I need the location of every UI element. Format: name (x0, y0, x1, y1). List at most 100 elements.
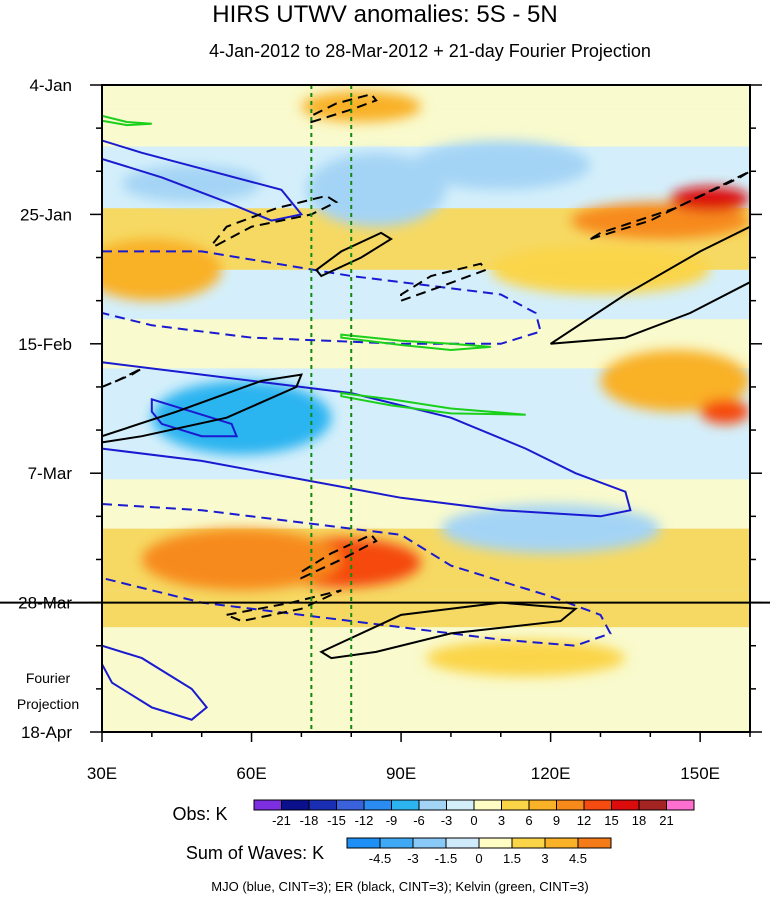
obs-colorbar-swatch (336, 799, 365, 811)
er-contour-8 (314, 231, 394, 278)
er-contour-7 (209, 194, 339, 247)
projection-label-line1: Fourier (26, 670, 71, 686)
obs-colorbar-swatch (666, 799, 695, 811)
mjo-contour-1 (102, 250, 542, 345)
y-tick-label: 7-Mar (28, 464, 73, 483)
field-band-10 (102, 590, 750, 628)
mjo-contour-2 (102, 361, 632, 518)
obs-colorbar-swatch (391, 799, 420, 811)
mjo-contour-3 (150, 397, 239, 438)
er-contour-15 (223, 589, 342, 623)
obs-colorbar-level-label: -15 (327, 813, 346, 828)
chart-subtitle: 4-Jan-2012 to 28-Mar-2012 + 21-day Fouri… (209, 41, 651, 61)
waves-colorbar-swatch (412, 837, 447, 849)
obs-colorbar-level-label: -21 (272, 813, 291, 828)
field-blob-11 (306, 152, 446, 227)
reference-longitudes (310, 85, 353, 732)
er-contour-16 (319, 601, 579, 660)
x-axis: 30E 60E 90E 120E 150E (87, 732, 751, 783)
x-tick-label: 150E (680, 764, 720, 783)
field-blob-13 (151, 380, 332, 455)
er-contour-12 (102, 373, 303, 444)
y-tick-label: 15-Feb (18, 335, 72, 354)
obs-colorbar-swatch (308, 799, 337, 811)
obs-colorbar-label: Obs: K (172, 804, 227, 824)
obs-colorbar-level-label: -12 (355, 813, 374, 828)
obs-colorbar-swatch (281, 799, 310, 811)
waves-colorbar-level-label: 0 (475, 851, 482, 866)
plot-frame (101, 84, 751, 733)
waves-colorbar-level-label: -4.5 (369, 851, 391, 866)
field-blob-7 (700, 399, 750, 424)
field-blob-10 (426, 639, 626, 677)
anomaly-field (102, 85, 750, 732)
waves-colorbar-label: Sum of Waves: K (186, 843, 324, 863)
field-blob-1 (102, 239, 222, 301)
er-contour-10 (589, 170, 750, 240)
mjo-contour-5 (102, 644, 209, 721)
waves-colorbar-swatch (445, 837, 480, 849)
mjo-contour-0 (102, 139, 304, 222)
field-blobs (102, 91, 750, 677)
waves-colorbar-level-label: 4.5 (569, 851, 587, 866)
field-band-0 (102, 85, 750, 110)
kelvin-contour-19 (340, 391, 526, 416)
obs-colorbar-level-label: -18 (300, 813, 319, 828)
obs-colorbar-level-label: 6 (525, 813, 532, 828)
y-tick-label: 28-Mar (18, 594, 72, 613)
obs-colorbar-level-label: -3 (441, 813, 453, 828)
waves-colorbar-level-label: -3 (407, 851, 419, 866)
field-blob-3 (570, 202, 750, 240)
obs-colorbar-level-label: 12 (577, 813, 591, 828)
field-blob-6 (600, 349, 750, 412)
chart-title: HIRS UTWV anomalies: 5S - 5N (212, 1, 557, 28)
plot-area (0, 84, 770, 733)
obs-colorbar-level-label: 0 (470, 813, 477, 828)
mjo-contour-4 (102, 502, 612, 647)
obs-colorbar-swatch (638, 799, 667, 811)
waves-colorbar-swatch (577, 837, 612, 849)
obs-colorbar-swatch (528, 799, 557, 811)
obs-colorbar-swatch (501, 799, 530, 811)
projection-label-line2: Projection (17, 696, 79, 712)
field-band-11 (102, 627, 750, 732)
field-blob-14 (411, 140, 591, 190)
obs-colorbar-level-label: 3 (498, 813, 505, 828)
contour-legend: MJO (blue, CINT=3); ER (black, CINT=3); … (211, 879, 588, 894)
obs-colorbar: -21 -18 -15 -12 -9 -6 -3 0 3 6 9 12 15 18 21 (253, 799, 695, 828)
er-contour-13 (102, 367, 143, 388)
kelvin-contour-17 (102, 114, 152, 127)
obs-colorbar-swatch (446, 799, 475, 811)
waves-colorbar-swatch (544, 837, 579, 849)
y-tick-label: 18-Apr (21, 723, 72, 742)
waves-colorbar-swatch (478, 837, 513, 849)
obs-colorbar-swatch (611, 799, 640, 811)
y-axis: 4-Jan 25-Jan 15-Feb 7-Mar 28-Mar 18-Apr (18, 76, 762, 742)
obs-colorbar-swatch (363, 799, 392, 811)
waves-colorbar-level-label: 1.5 (503, 851, 521, 866)
obs-colorbar-level-label: -9 (386, 813, 398, 828)
obs-colorbar-level-label: 15 (604, 813, 618, 828)
x-tick-label: 120E (531, 764, 571, 783)
waves-colorbar: -4.5 -3 -1.5 0 1.5 3 4.5 (346, 837, 612, 866)
er-contour-9 (400, 262, 488, 303)
kelvin-contour-18 (340, 333, 491, 352)
waves-colorbar-level-label: -1.5 (435, 851, 457, 866)
field-blob-9 (141, 528, 342, 591)
x-tick-label: 30E (87, 764, 117, 783)
obs-colorbar-level-label: 18 (632, 813, 646, 828)
waves-colorbar-swatch (379, 837, 414, 849)
waves-colorbar-swatch (346, 837, 381, 849)
field-blob-5 (490, 245, 711, 295)
obs-colorbar-swatch (418, 799, 447, 811)
waves-colorbar-swatch (511, 837, 546, 849)
er-contour-11 (550, 225, 750, 345)
obs-colorbar-swatch (473, 799, 502, 811)
obs-colorbar-swatch (253, 799, 282, 811)
y-tick-label: 4-Jan (29, 76, 72, 95)
field-blob-4 (670, 186, 750, 212)
waves-colorbar-level-label: 3 (541, 851, 548, 866)
obs-colorbar-level-label: 9 (553, 813, 560, 828)
obs-colorbar-swatch (556, 799, 585, 811)
